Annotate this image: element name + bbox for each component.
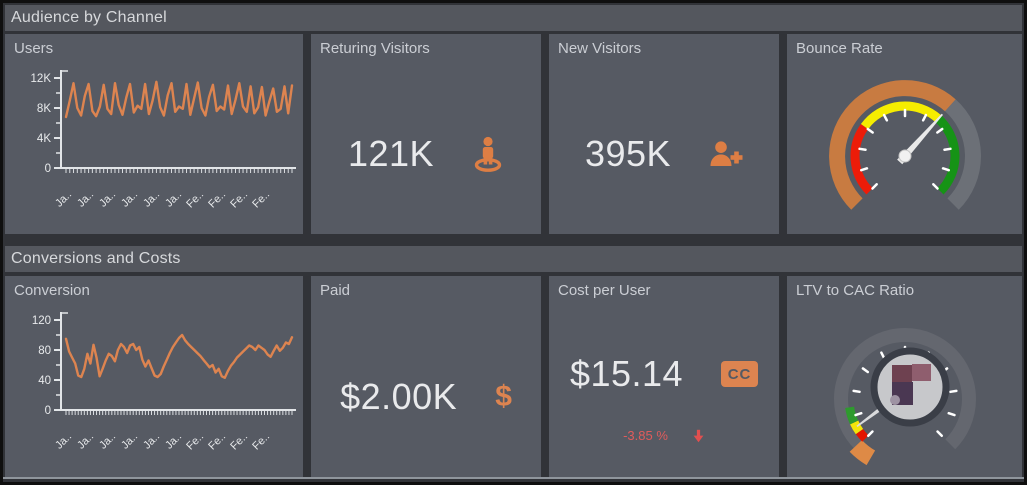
svg-text:Fe..: Fe.. xyxy=(250,189,272,211)
svg-text:Ja..: Ja.. xyxy=(97,189,118,210)
section-header-audience: Audience by Channel xyxy=(5,5,1022,31)
paid-value: $2.00K xyxy=(340,375,458,417)
card-title: Bounce Rate xyxy=(796,40,883,57)
svg-text:40: 40 xyxy=(38,375,51,387)
section-title: Audience by Channel xyxy=(11,9,167,26)
svg-text:Ja..: Ja.. xyxy=(75,431,96,452)
ltv-cac-card[interactable]: LTV to CAC Ratio xyxy=(787,276,1022,477)
card-title: Returing Visitors xyxy=(320,40,430,57)
delta-value: -3.85 % xyxy=(623,428,668,443)
svg-text:Fe..: Fe.. xyxy=(184,189,206,211)
credit-card-icon: CC xyxy=(721,361,759,388)
user-plus-icon xyxy=(710,141,743,166)
svg-text:Ja..: Ja.. xyxy=(119,189,140,210)
svg-text:8K: 8K xyxy=(37,103,51,115)
svg-text:0: 0 xyxy=(45,163,51,175)
svg-text:4K: 4K xyxy=(37,133,51,145)
bounce-rate-card[interactable]: Bounce Rate xyxy=(787,34,1022,234)
kpi-row: $2.00K $ xyxy=(311,316,541,477)
section-header-conversions: Conversions and Costs xyxy=(5,246,1022,272)
card-title: Paid xyxy=(320,282,351,299)
svg-text:Fe..: Fe.. xyxy=(228,189,250,211)
card-title: Users xyxy=(14,40,54,57)
svg-text:Fe..: Fe.. xyxy=(184,431,206,453)
ltv-cac-gauge[interactable] xyxy=(787,296,1022,476)
new-visitors-value: 395K xyxy=(584,133,672,174)
arrow-down-icon xyxy=(693,429,704,442)
conversion-card[interactable]: Conversion 120 80 40 0 Ja.. Ja.. Ja.. Ja.. Ja.. J… xyxy=(5,276,303,477)
svg-text:80: 80 xyxy=(38,345,51,357)
card-title: Cost per User xyxy=(558,282,651,299)
new-visitors-card[interactable]: New Visitors 395K xyxy=(549,34,779,234)
users-card[interactable]: Users 12K 8K 4K 0 Ja.. Ja.. Ja.. Ja.. Ja.. Ja.. Fe… xyxy=(5,34,303,234)
kpi-row: 395K xyxy=(549,74,779,234)
svg-text:Ja..: Ja.. xyxy=(163,189,184,210)
dashboard: Audience by Channel Users 12K 8K 4K 0 Ja.. Ja… xyxy=(3,3,1024,482)
svg-text:Ja..: Ja.. xyxy=(53,189,74,210)
svg-text:Fe..: Fe.. xyxy=(206,431,228,453)
delta-row: -3.85 % xyxy=(549,428,779,443)
svg-text:120: 120 xyxy=(32,315,51,327)
svg-text:Ja..: Ja.. xyxy=(141,431,162,452)
card-title: New Visitors xyxy=(558,40,642,57)
svg-text:Ja..: Ja.. xyxy=(53,431,74,452)
paid-card[interactable]: Paid $2.00K $ xyxy=(311,276,541,477)
svg-text:12K: 12K xyxy=(31,73,52,85)
dollar-icon: $ xyxy=(495,379,512,413)
cost-per-user-value: $15.14 xyxy=(569,353,684,395)
svg-text:Fe..: Fe.. xyxy=(250,431,272,453)
svg-text:Ja..: Ja.. xyxy=(141,189,162,210)
kpi-row: 121K xyxy=(311,74,541,234)
svg-text:Ja..: Ja.. xyxy=(97,431,118,452)
card-title: Conversion xyxy=(14,282,90,299)
svg-text:Ja..: Ja.. xyxy=(163,431,184,452)
svg-text:Ja..: Ja.. xyxy=(119,431,140,452)
kpi-row: $15.14 CC xyxy=(549,294,779,455)
cost-per-user-card[interactable]: Cost per User $15.14 CC -3.85 % xyxy=(549,276,779,477)
svg-text:0: 0 xyxy=(45,405,51,417)
section-title: Conversions and Costs xyxy=(11,250,181,267)
svg-text:Fe..: Fe.. xyxy=(206,189,228,211)
returning-visitors-value: 121K xyxy=(347,133,435,174)
card-title: LTV to CAC Ratio xyxy=(796,282,915,299)
svg-text:Ja..: Ja.. xyxy=(75,189,96,210)
bottom-scrollbar-track[interactable] xyxy=(3,477,1024,479)
street-view-icon xyxy=(474,136,502,172)
returning-visitors-card[interactable]: Returing Visitors 121K xyxy=(311,34,541,234)
svg-text:Fe..: Fe.. xyxy=(228,431,250,453)
bounce-rate-gauge[interactable] xyxy=(787,36,1022,234)
